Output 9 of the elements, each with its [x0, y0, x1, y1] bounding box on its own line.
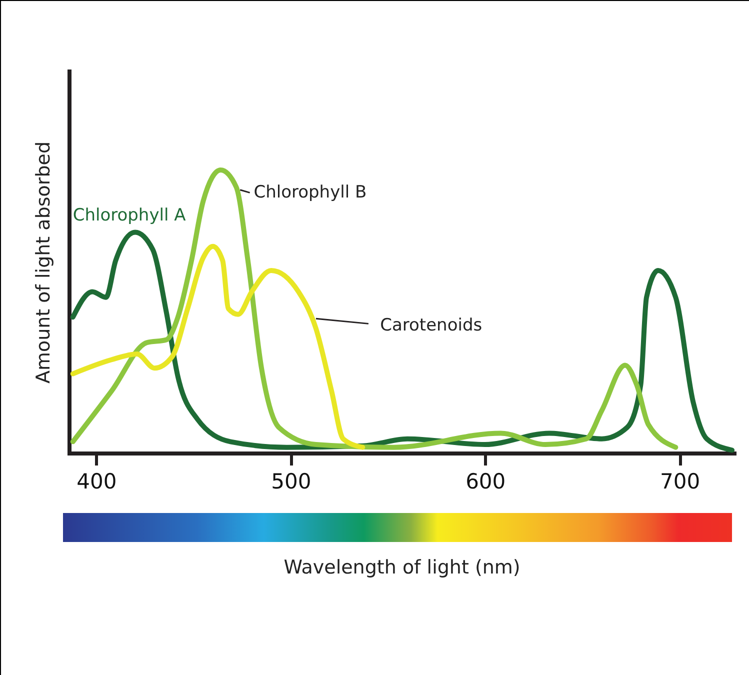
text: Carotenoids — [380, 316, 482, 336]
x-tick-label: 600 — [466, 470, 506, 494]
x-tick-label: 400 — [76, 470, 117, 494]
x-tick-label: 500 — [271, 470, 312, 494]
y-axis-title: Amount of light absorbed — [32, 141, 54, 384]
x-tick-label: 700 — [660, 470, 700, 494]
series-label: Chlorophyll A — [72, 205, 186, 226]
x-axis-title: Wavelength of light (nm) — [284, 556, 520, 578]
series-label: Chlorophyll B — [254, 182, 367, 203]
